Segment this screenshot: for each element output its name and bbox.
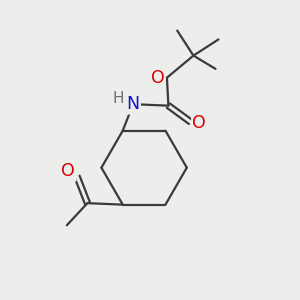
Text: N: N [127,95,140,113]
Text: O: O [192,114,206,132]
Text: O: O [61,162,75,180]
Text: H: H [112,92,124,106]
Text: O: O [151,69,164,87]
